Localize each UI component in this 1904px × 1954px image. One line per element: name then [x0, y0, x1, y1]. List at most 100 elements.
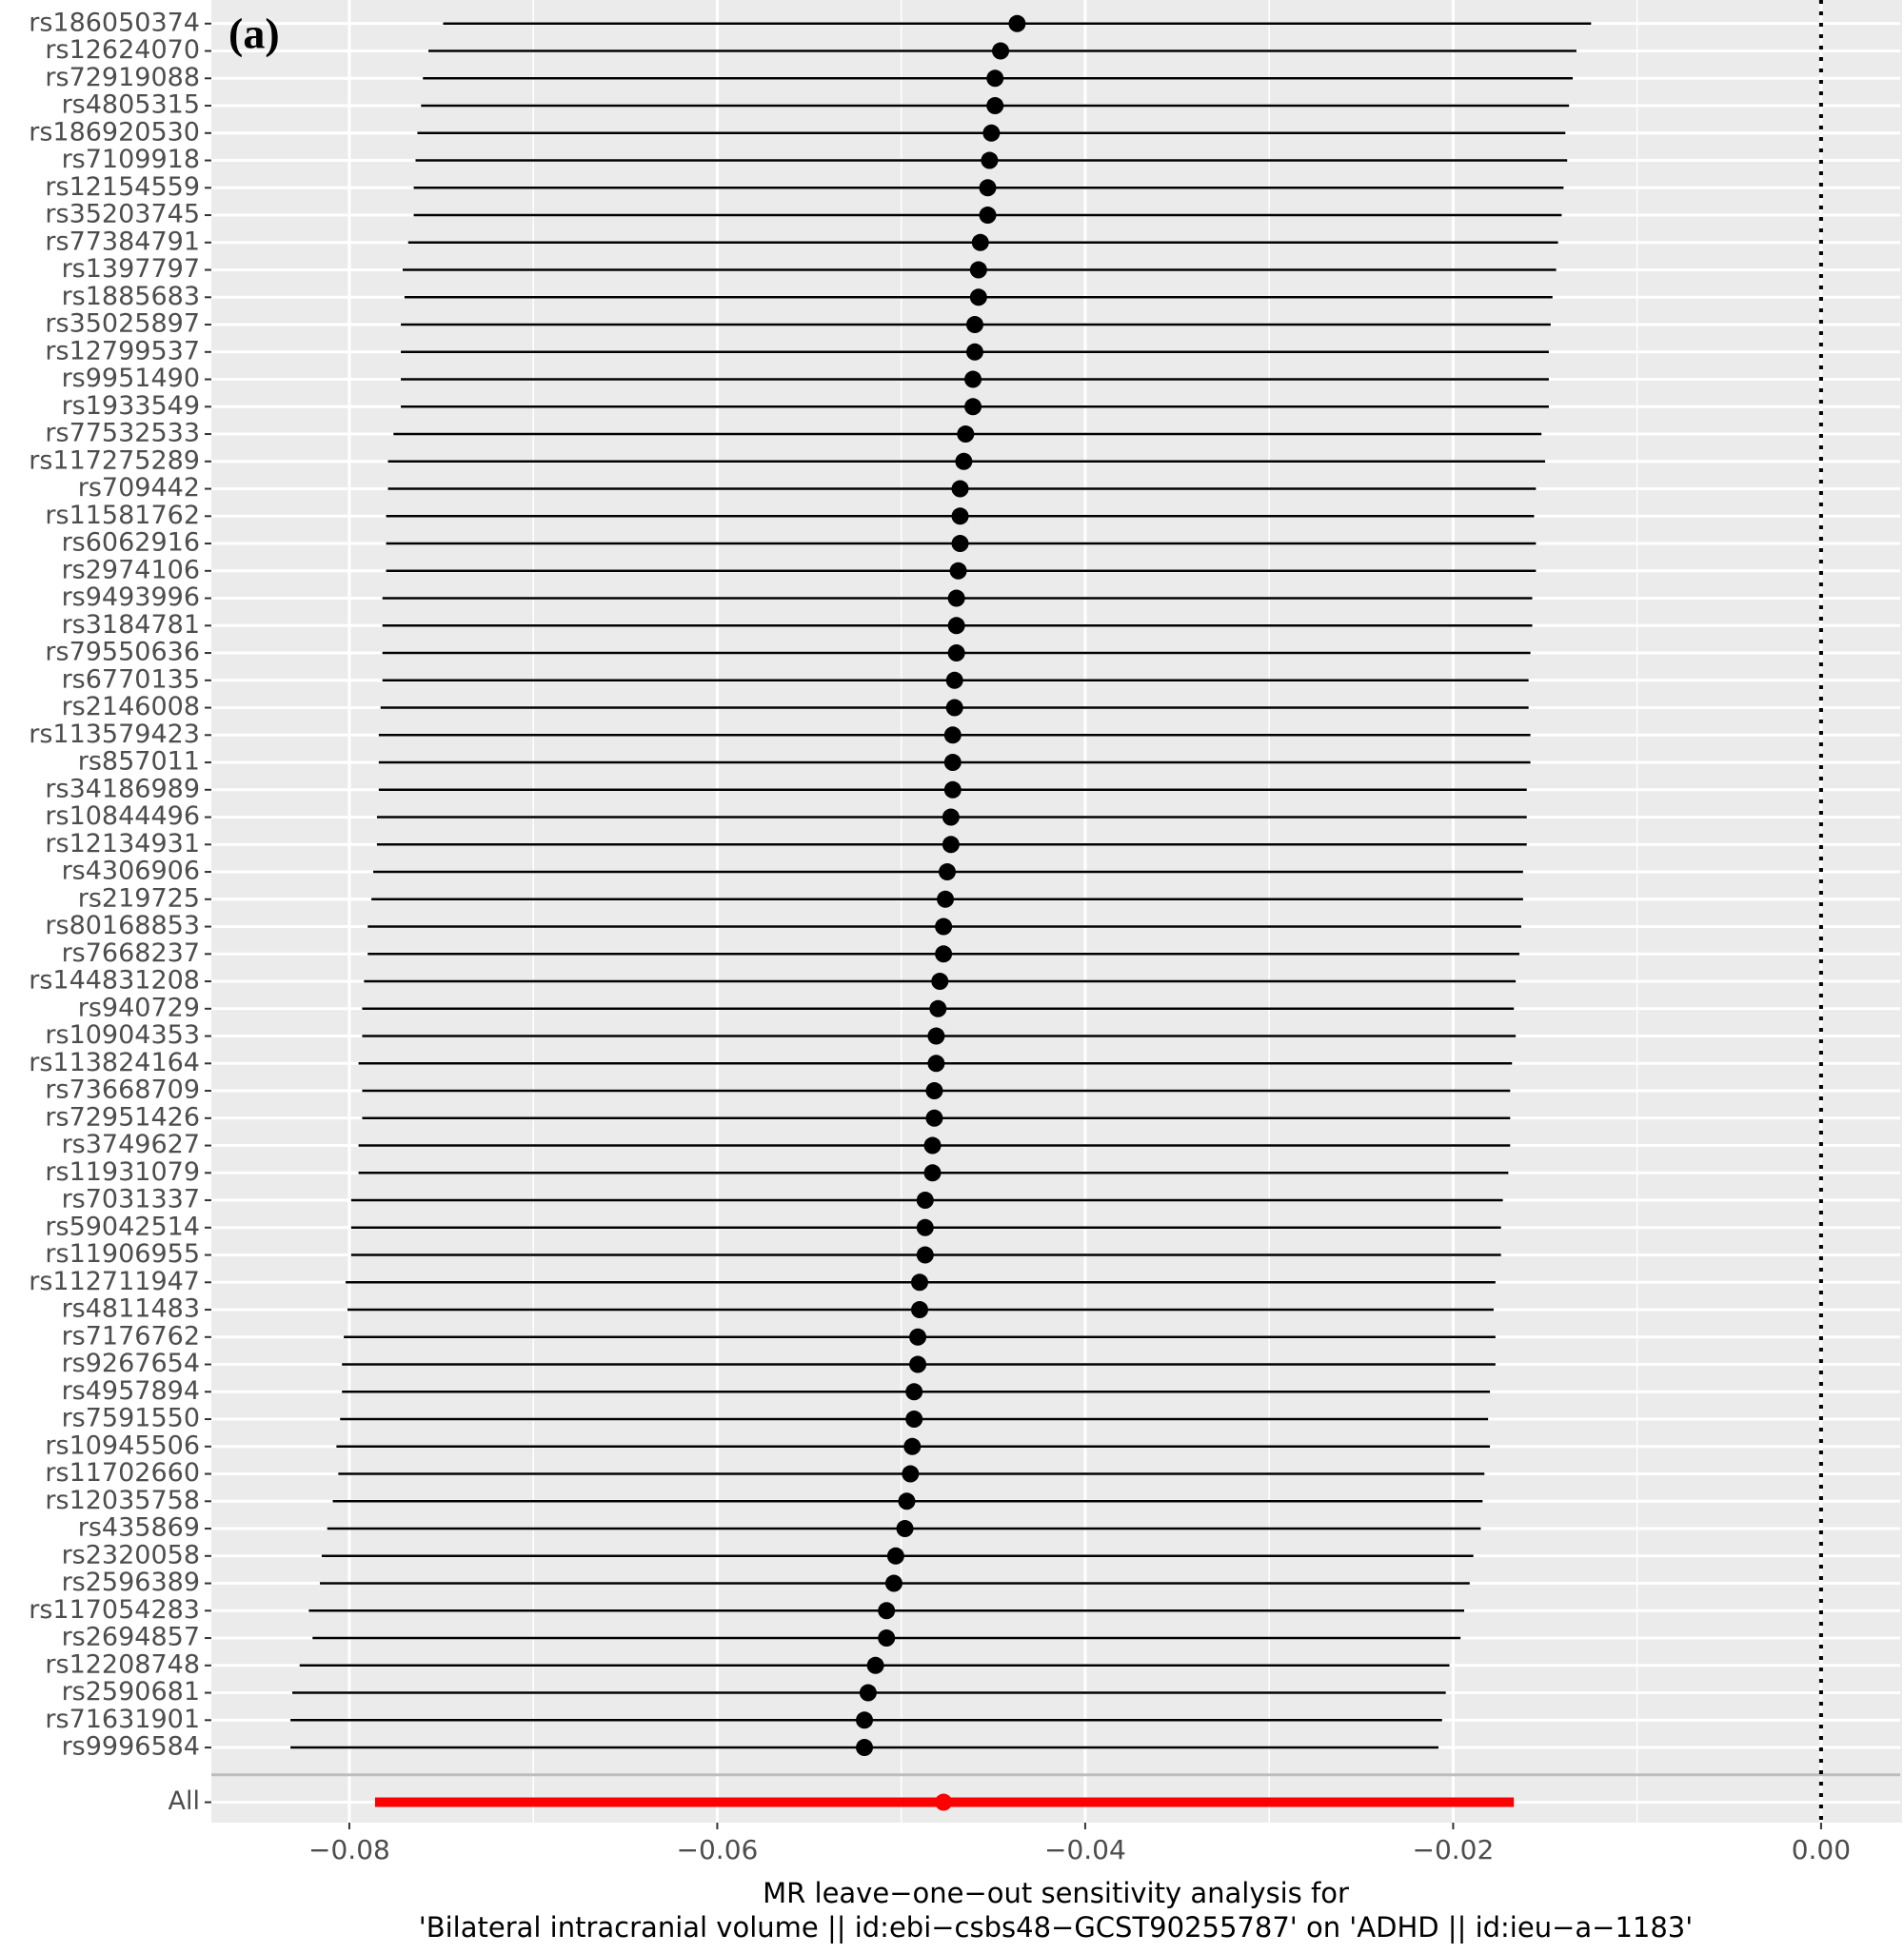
- y-tick-label: rs9493996: [62, 582, 200, 612]
- estimate-point: [903, 1437, 922, 1455]
- estimate-point: [942, 808, 960, 826]
- y-tick-label: rs12208748: [45, 1649, 200, 1679]
- estimate-point: [886, 1547, 904, 1565]
- y-tick-label: rs7109918: [62, 145, 200, 174]
- estimate-point: [951, 507, 969, 525]
- y-tick-label: rs7668237: [62, 938, 200, 968]
- estimate-point: [916, 1192, 934, 1210]
- y-tick-label: rs35025897: [45, 309, 200, 339]
- y-tick-label: rs72951426: [45, 1102, 200, 1132]
- estimate-point: [925, 1109, 943, 1127]
- y-tick-label: rs9996584: [62, 1732, 200, 1762]
- y-tick-label: rs117275289: [29, 445, 200, 475]
- estimate-point: [965, 343, 983, 361]
- y-tick-label: rs4811483: [62, 1294, 200, 1324]
- y-tick-label: rs6770135: [62, 664, 200, 694]
- estimate-point: [971, 233, 989, 251]
- panel-label: (a): [228, 10, 280, 58]
- y-tick-label: rs11581762: [45, 501, 200, 530]
- estimate-point: [902, 1465, 920, 1483]
- estimate-point: [992, 42, 1010, 60]
- y-tick-label: rs186920530: [29, 117, 200, 147]
- estimate-point: [935, 918, 953, 936]
- estimate-point: [986, 69, 1004, 88]
- y-tick-label: rs11906955: [45, 1239, 200, 1269]
- y-tick-label: rs7591550: [62, 1404, 200, 1433]
- y-tick-label: rs7176762: [62, 1321, 200, 1351]
- estimate-point: [856, 1739, 874, 1757]
- y-tick-label: rs112711947: [29, 1267, 200, 1296]
- estimate-point: [945, 671, 963, 689]
- y-tick-label: rs3749627: [62, 1130, 200, 1159]
- y-tick-label: All: [169, 1786, 200, 1816]
- estimate-point: [916, 1218, 934, 1236]
- estimate-point: [878, 1602, 896, 1620]
- y-tick-label: rs6062916: [62, 528, 200, 558]
- y-tick-label: rs73668709: [45, 1076, 200, 1105]
- estimate-point: [931, 973, 949, 991]
- y-tick-label: rs857011: [78, 747, 200, 777]
- estimate-point: [943, 780, 962, 799]
- x-tick-label: 0.00: [1792, 1834, 1851, 1865]
- estimate-point: [947, 617, 965, 635]
- y-tick-label: rs10904353: [45, 1020, 200, 1050]
- y-tick-label: rs2596389: [62, 1568, 200, 1597]
- estimate-point: [943, 754, 962, 772]
- marks: [211, 0, 1900, 1823]
- x-tick-label: −0.04: [1044, 1834, 1126, 1865]
- estimate-point: [969, 288, 987, 306]
- y-tick-label: rs4957894: [62, 1376, 200, 1406]
- estimate-point: [957, 425, 975, 444]
- estimate-point: [964, 398, 982, 416]
- y-tick-label: rs709442: [78, 473, 200, 503]
- y-tick-label: rs79550636: [45, 638, 200, 667]
- estimate-point: [945, 699, 963, 717]
- y-tick-label: rs219725: [78, 883, 200, 913]
- estimate-point: [927, 1027, 945, 1045]
- estimate-point: [896, 1520, 914, 1538]
- y-tick-label: rs72919088: [45, 63, 200, 92]
- estimate-point: [866, 1656, 884, 1674]
- y-tick-label: rs940729: [78, 993, 200, 1022]
- estimate-point: [979, 179, 997, 197]
- y-tick-label: rs3184781: [62, 610, 200, 640]
- estimate-point: [909, 1355, 927, 1373]
- estimate-point: [856, 1711, 874, 1729]
- estimate-point: [986, 97, 1004, 115]
- y-tick-label: rs10844496: [45, 801, 200, 831]
- y-tick-label: rs12134931: [45, 829, 200, 859]
- estimate-point: [909, 1328, 927, 1346]
- y-tick-label: rs12799537: [45, 336, 200, 365]
- y-tick-label: rs77532533: [45, 419, 200, 448]
- y-tick-label: rs71631901: [45, 1705, 200, 1734]
- estimate-point: [859, 1684, 877, 1702]
- plot-panel: [211, 0, 1902, 1823]
- y-tick-label: rs11702660: [45, 1458, 200, 1488]
- estimate-point: [955, 452, 973, 470]
- estimate-point: [910, 1301, 928, 1319]
- estimate-point: [951, 535, 969, 553]
- y-tick-label: rs9951490: [62, 364, 200, 393]
- y-tick-label: rs2590681: [62, 1677, 200, 1707]
- estimate-point: [943, 726, 962, 744]
- y-tick-label: rs12624070: [45, 35, 200, 65]
- estimate-point: [937, 890, 955, 908]
- estimate-point: [965, 316, 983, 334]
- y-tick-label: rs4805315: [62, 90, 200, 120]
- y-tick-label: rs80168853: [45, 911, 200, 940]
- y-tick-label: rs34186989: [45, 774, 200, 803]
- x-tick-label: −0.06: [677, 1834, 759, 1865]
- estimate-point: [949, 562, 967, 580]
- y-tick-label: rs186050374: [29, 8, 200, 37]
- y-tick-label: rs35203745: [45, 200, 200, 229]
- estimate-point: [938, 863, 956, 881]
- estimate-point: [884, 1574, 902, 1592]
- estimate-point: [969, 261, 987, 279]
- y-tick-label: rs10945506: [45, 1431, 200, 1460]
- y-tick-label: rs12154559: [45, 172, 200, 202]
- x-tick-label: −0.02: [1413, 1834, 1495, 1865]
- y-tick-label: rs2146008: [62, 692, 200, 721]
- estimate-point: [1008, 14, 1026, 32]
- estimate-point: [923, 1136, 942, 1155]
